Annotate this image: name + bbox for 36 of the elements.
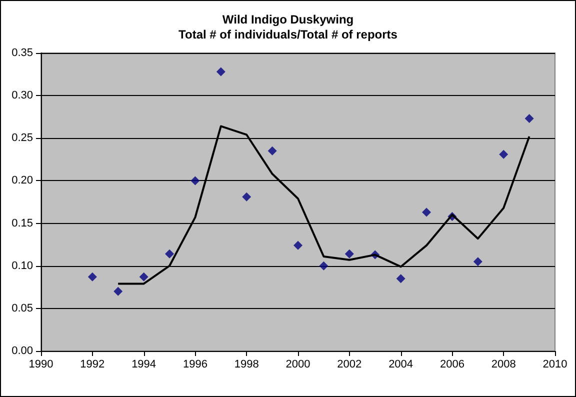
point	[268, 146, 277, 156]
x-tick-label: 1994	[132, 358, 156, 370]
point	[319, 261, 328, 270]
chart-title: Wild Indigo Duskywing Total # of individuals/Total # of reports	[178, 12, 398, 42]
x-tick-label: 1998	[234, 358, 259, 370]
point	[344, 249, 354, 258]
x-tick-label: 1996	[182, 358, 208, 370]
x-tick-label: 1992	[80, 358, 105, 370]
point	[499, 150, 508, 159]
x-tick-label: 2010	[542, 358, 568, 370]
y-tick-label: 0.15	[12, 217, 33, 230]
x-tick-label: 2002	[337, 358, 362, 370]
point	[139, 272, 148, 282]
point	[422, 208, 431, 217]
point	[524, 114, 534, 124]
y-tick-label: 0.20	[12, 174, 33, 187]
y-tick-label: 0.30	[12, 90, 33, 102]
point	[294, 240, 302, 250]
point	[88, 272, 97, 282]
x-tick-label: 2000	[286, 358, 310, 370]
y-tick-label: 0.00	[12, 345, 33, 357]
y-tick-label: 0.35	[12, 47, 33, 59]
point	[165, 249, 174, 258]
point	[114, 286, 123, 296]
y-tick-label: 0.05	[12, 302, 33, 314]
point	[190, 176, 200, 186]
x-tick-label: 2006	[440, 358, 464, 370]
point	[473, 257, 482, 266]
y-tick-label: 0.10	[12, 260, 33, 272]
point	[396, 274, 406, 284]
point	[242, 192, 252, 202]
point	[216, 67, 226, 76]
x-tick-label: 1990	[28, 358, 54, 370]
y-tick-label: 0.25	[12, 132, 33, 144]
x-tick-label: 2008	[491, 358, 516, 370]
x-tick-label: 2004	[388, 358, 414, 370]
